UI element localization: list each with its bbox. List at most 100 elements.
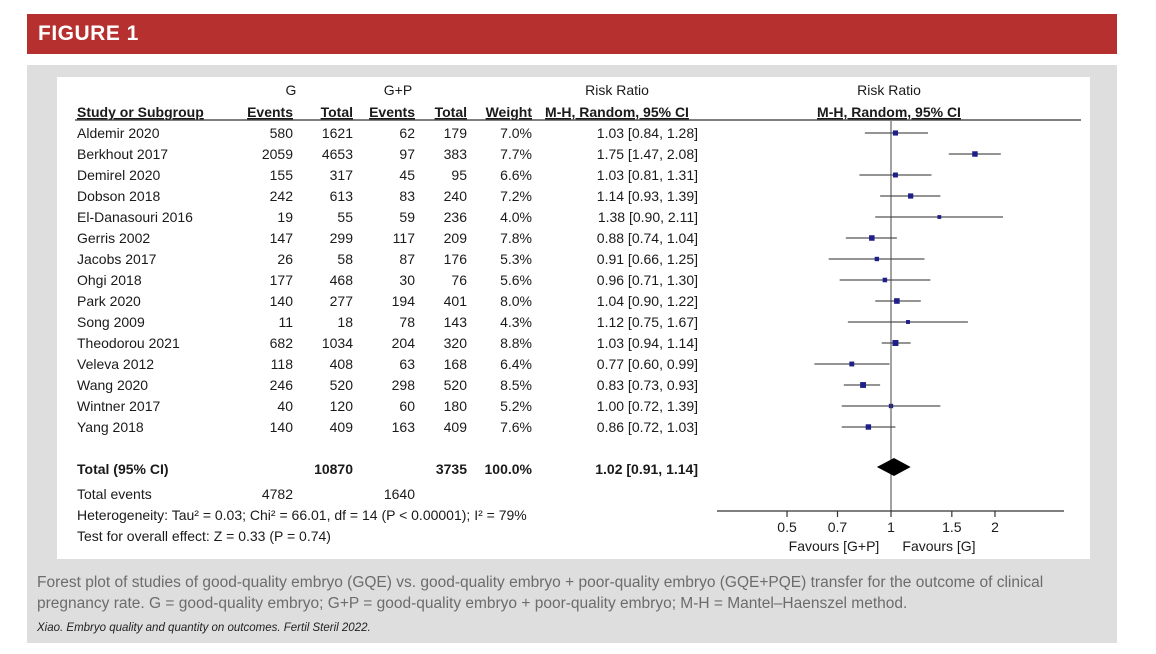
point-estimate-marker — [908, 193, 914, 199]
total-gp-cell: 176 — [444, 251, 468, 267]
header-events-g: Events — [247, 104, 293, 120]
weight-cell: 7.8% — [500, 230, 532, 246]
total-gp-cell: 179 — [444, 125, 468, 141]
point-estimate-marker — [972, 151, 978, 157]
total-gp-cell: 95 — [451, 167, 467, 183]
weight-cell: 4.0% — [500, 209, 532, 225]
ci-cell: 0.88 [0.74, 1.04] — [597, 230, 698, 246]
x-tick-label: 0.7 — [828, 519, 848, 535]
events-g-cell: 2059 — [262, 146, 293, 162]
study-name: Gerris 2002 — [77, 230, 150, 246]
study-name: Wang 2020 — [77, 377, 148, 393]
ci-cell: 0.77 [0.60, 0.99] — [597, 356, 698, 372]
ci-cell: 1.03 [0.94, 1.14] — [597, 335, 698, 351]
header-weight: Weight — [486, 104, 533, 120]
x-tick-label: 1.5 — [942, 519, 962, 535]
events-gp-cell: 194 — [392, 293, 416, 309]
total-events-g: 4782 — [262, 486, 293, 502]
total-gp-cell: 209 — [444, 230, 468, 246]
point-estimate-marker — [892, 172, 898, 178]
total-gp-cell: 383 — [444, 146, 468, 162]
events-g-cell: 140 — [270, 293, 294, 309]
events-gp-cell: 298 — [392, 377, 416, 393]
total-g-cell: 317 — [330, 167, 354, 183]
heterogeneity-text: Heterogeneity: Tau² = 0.03; Chi² = 66.01… — [77, 507, 527, 523]
x-axis-ticks: 0.5 0.7 1 1.5 2 — [777, 511, 999, 535]
header-plot-title: Risk Ratio — [857, 82, 921, 98]
weight-cell: 5.3% — [500, 251, 532, 267]
point-estimate-marker — [869, 235, 875, 241]
favours-right-label: Favours [G] — [902, 538, 975, 554]
ci-cell: 0.83 [0.73, 0.93] — [597, 377, 698, 393]
total-g-cell: 55 — [337, 209, 353, 225]
events-gp-cell: 83 — [399, 188, 415, 204]
total-g-cell: 409 — [330, 419, 354, 435]
study-name: Berkhout 2017 — [77, 146, 168, 162]
point-estimate-marker — [892, 130, 899, 136]
events-g-cell: 242 — [270, 188, 294, 204]
total-g-cell: 299 — [330, 230, 354, 246]
total-g-cell: 520 — [330, 377, 354, 393]
x-tick-label: 1 — [887, 519, 895, 535]
total-gp-cell: 143 — [444, 314, 468, 330]
events-gp-cell: 87 — [399, 251, 415, 267]
total-g-cell: 408 — [330, 356, 354, 372]
total-gp-cell: 520 — [444, 377, 468, 393]
study-name: Veleva 2012 — [77, 356, 154, 372]
events-g-cell: 40 — [277, 398, 293, 414]
total-g-cell: 613 — [330, 188, 354, 204]
total-events-label: Total events — [77, 486, 152, 502]
ci-cell: 1.04 [0.90, 1.22] — [597, 293, 698, 309]
total-g-cell: 4653 — [322, 146, 353, 162]
events-g-cell: 246 — [270, 377, 294, 393]
ci-cell: 0.86 [0.72, 1.03] — [597, 419, 698, 435]
events-gp-cell: 163 — [392, 419, 416, 435]
weight-cell: 7.2% — [500, 188, 532, 204]
weight-cell: 7.7% — [500, 146, 532, 162]
weight-cell: 8.5% — [500, 377, 532, 393]
weight-cell: 5.2% — [500, 398, 532, 414]
ci-cell: 0.91 [0.66, 1.25] — [597, 251, 698, 267]
events-g-cell: 682 — [270, 335, 294, 351]
events-gp-cell: 62 — [399, 125, 415, 141]
total-events-gp: 1640 — [384, 486, 415, 502]
total-gp-cell: 409 — [444, 419, 468, 435]
total-gp-cell: 76 — [451, 272, 467, 288]
ci-cell: 1.03 [0.84, 1.28] — [597, 125, 698, 141]
study-rows: Aldemir 2020 580 1621 62 179 7.0% 1.03 [0.84, … — [77, 125, 698, 435]
study-name: Park 2020 — [77, 293, 141, 309]
events-g-cell: 147 — [270, 230, 294, 246]
study-name: Aldemir 2020 — [77, 125, 160, 141]
header-risk-ratio: Risk Ratio — [585, 82, 649, 98]
point-estimate-marker — [892, 340, 899, 346]
events-g-cell: 118 — [271, 356, 294, 372]
x-tick-label: 0.5 — [777, 519, 797, 535]
ci-cell: 1.12 [0.75, 1.67] — [597, 314, 698, 330]
point-estimate-marker — [882, 277, 888, 283]
figure-title: FIGURE 1 — [38, 22, 139, 45]
events-gp-cell: 59 — [399, 209, 415, 225]
events-g-cell: 11 — [278, 314, 293, 330]
events-gp-cell: 60 — [399, 398, 415, 414]
study-name: Dobson 2018 — [77, 188, 161, 204]
header-study: Study or Subgroup — [77, 104, 204, 120]
total-g-cell: 277 — [330, 293, 354, 309]
total-gp-cell: 401 — [444, 293, 468, 309]
weight-cell: 5.6% — [500, 272, 532, 288]
study-name: Yang 2018 — [77, 419, 144, 435]
total-label: Total (95% CI) — [77, 461, 169, 477]
weight-cell: 8.0% — [500, 293, 532, 309]
favours-left-label: Favours [G+P] — [789, 538, 880, 554]
events-gp-cell: 30 — [399, 272, 415, 288]
events-g-cell: 19 — [277, 209, 293, 225]
point-estimate-marker — [894, 298, 900, 304]
total-weight-cell: 100.0% — [485, 461, 533, 477]
total-gp-cell: 236 — [444, 209, 468, 225]
study-name: Demirel 2020 — [77, 167, 160, 183]
total-ci-cell: 1.02 [0.91, 1.14] — [595, 461, 698, 477]
total-gp-cell: 180 — [444, 398, 468, 414]
total-gp-cell: 3735 — [436, 461, 467, 477]
events-gp-cell: 78 — [399, 314, 415, 330]
total-gp-cell: 240 — [444, 188, 468, 204]
events-g-cell: 580 — [270, 125, 294, 141]
